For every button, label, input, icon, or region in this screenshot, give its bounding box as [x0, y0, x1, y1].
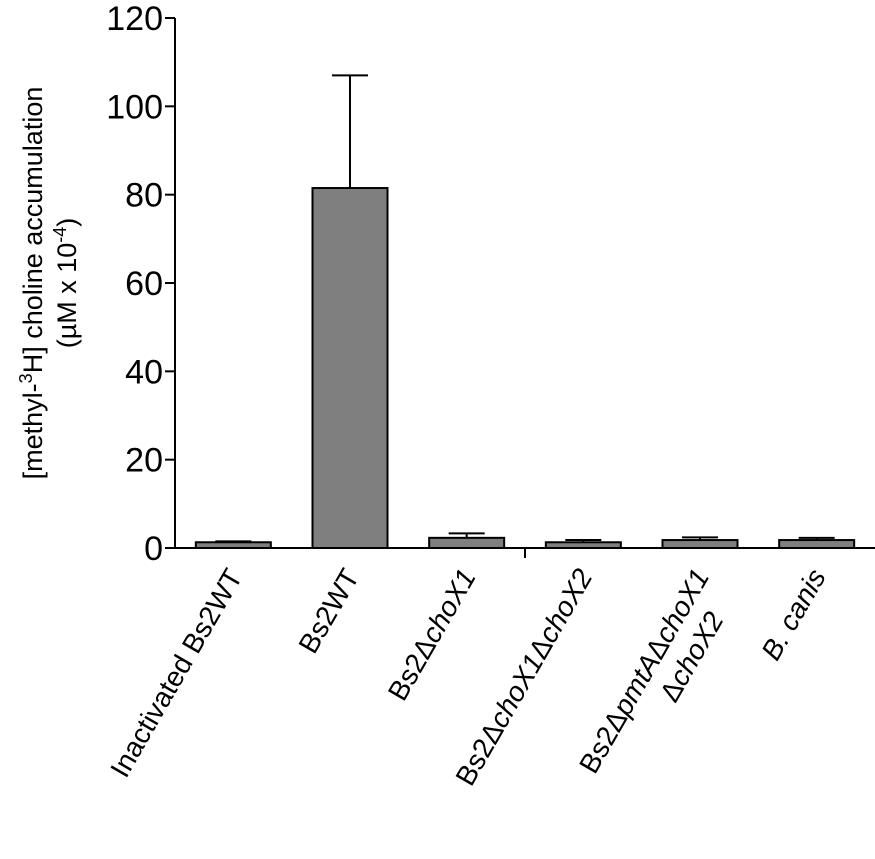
y-tick-label: 40	[125, 353, 163, 391]
y-tick-label: 0	[144, 530, 163, 568]
x-tick-label: Inactivated Bs2WT	[104, 564, 248, 783]
x-tick-label: Bs2ΔchoX1	[382, 564, 482, 706]
x-tick-label-text: Bs2ΔchoX1	[382, 564, 482, 706]
y-axis-label: [methyl-3H] choline accumulation (µM x 10…	[16, 87, 82, 480]
bar	[311, 187, 389, 550]
bar	[194, 541, 272, 550]
category-labels: Inactivated Bs2WT Bs2WTBs2ΔchoX1Bs2ΔchoX1…	[104, 563, 832, 791]
x-tick-label: Bs2WT	[292, 564, 365, 659]
bars	[194, 187, 856, 550]
y-axis: 0 20 40 60 80 100 120	[106, 0, 176, 568]
x-tick-label: B. canis	[755, 564, 832, 666]
bar	[544, 541, 622, 550]
error-bars	[215, 74, 835, 543]
y-axis-label-line1: [methyl-3H] choline accumulation	[16, 87, 48, 480]
y-tick-label: 100	[106, 88, 163, 126]
bar	[661, 539, 739, 549]
bar	[778, 539, 856, 549]
y-tick-label: 60	[125, 265, 163, 303]
y-tick-label: 20	[125, 442, 163, 480]
x-tick-label-text: Inactivated Bs2WT	[104, 564, 248, 783]
x-tick-label-text: B. canis	[755, 564, 832, 666]
y-tick-label: 80	[125, 177, 163, 215]
y-axis-label-line2: (µM x 10-4)	[50, 218, 82, 349]
y-tick-label: 120	[106, 0, 163, 38]
bar	[428, 536, 506, 550]
x-tick-label-text: Bs2WT	[292, 564, 365, 659]
x-axis	[175, 547, 875, 558]
